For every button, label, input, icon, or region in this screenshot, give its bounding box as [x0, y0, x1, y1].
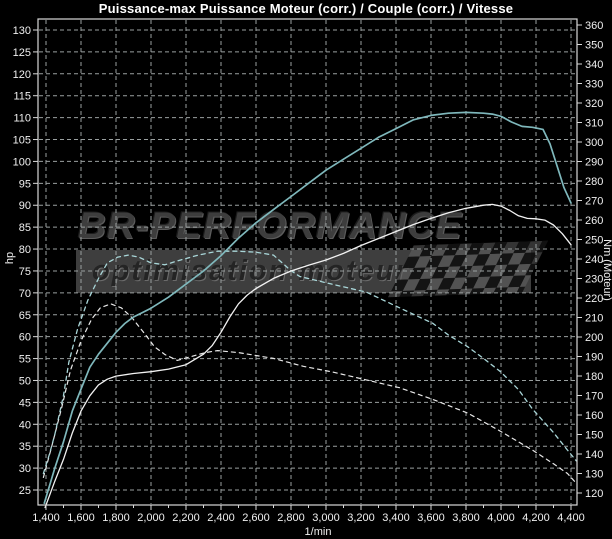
x-tick-label: 2,800 [277, 512, 305, 524]
right-tick-label: 160 [585, 410, 603, 422]
left-tick-label: 80 [19, 244, 31, 256]
left-tick-label: 105 [13, 135, 31, 147]
right-tick-label: 260 [585, 215, 603, 227]
x-tick-label: 4,400 [557, 512, 585, 524]
left-tick-label: 65 [19, 310, 31, 322]
left-tick-label: 50 [19, 375, 31, 387]
x-tick-label: 2,400 [207, 512, 235, 524]
x-tick-label: 1,800 [102, 512, 130, 524]
y-left-axis-label: hp [4, 252, 16, 264]
right-tick-label: 320 [585, 98, 603, 110]
right-tick-label: 130 [585, 469, 603, 481]
left-tick-label: 95 [19, 178, 31, 190]
left-tick-label: 125 [13, 47, 31, 59]
right-tick-label: 350 [585, 40, 603, 52]
right-tick-label: 360 [585, 20, 603, 32]
right-tick-label: 310 [585, 118, 603, 130]
right-tick-label: 240 [585, 254, 603, 266]
x-tick-label: 3,800 [452, 512, 480, 524]
right-tick-label: 230 [585, 274, 603, 286]
left-tick-label: 55 [19, 354, 31, 366]
left-tick-label: 90 [19, 200, 31, 212]
x-tick-label: 2,600 [242, 512, 270, 524]
left-tick-label: 25 [19, 485, 31, 497]
right-tick-label: 210 [585, 313, 603, 325]
x-axis-label: 1/min [305, 526, 332, 538]
curve-puissance-corr-origine [44, 203, 572, 509]
left-tick-label: 35 [19, 441, 31, 453]
x-tick-label: 4,200 [522, 512, 550, 524]
x-tick-label: 3,000 [312, 512, 340, 524]
left-tick-label: 75 [19, 266, 31, 278]
right-tick-label: 300 [585, 137, 603, 149]
x-tick-label: 1,600 [67, 512, 95, 524]
x-tick-label: 1,400 [32, 512, 60, 524]
right-tick-label: 140 [585, 449, 603, 461]
left-tick-label: 45 [19, 397, 31, 409]
right-tick-label: 340 [585, 59, 603, 71]
left-tick-label: 100 [13, 156, 31, 168]
curve-couple-optimise [42, 250, 577, 475]
right-tick-label: 290 [585, 157, 603, 169]
x-tick-label: 4,000 [487, 512, 515, 524]
left-tick-label: 60 [19, 332, 31, 344]
right-tick-label: 250 [585, 235, 603, 247]
curve-couple-origine [42, 303, 577, 484]
left-tick-label: 130 [13, 25, 31, 37]
right-tick-label: 330 [585, 79, 603, 91]
x-tick-label: 2,000 [137, 512, 165, 524]
right-tick-label: 120 [585, 488, 603, 500]
curve-puissance-corr-optimisee [43, 111, 572, 504]
left-tick-label: 115 [13, 91, 31, 103]
x-tick-label: 3,200 [347, 512, 375, 524]
left-tick-label: 120 [13, 69, 31, 81]
left-tick-label: 70 [19, 288, 31, 300]
right-tick-label: 200 [585, 332, 603, 344]
x-tick-label: 3,600 [417, 512, 445, 524]
plot-border [37, 18, 578, 506]
right-tick-label: 190 [585, 352, 603, 364]
left-tick-label: 40 [19, 419, 31, 431]
right-tick-label: 220 [585, 293, 603, 305]
y-right-axis-label: Nm (Moteur) [601, 239, 612, 301]
right-tick-label: 180 [585, 371, 603, 383]
right-tick-label: 150 [585, 430, 603, 442]
left-tick-label: 30 [19, 463, 31, 475]
x-tick-label: 2,200 [172, 512, 200, 524]
x-tick-label: 3,400 [382, 512, 410, 524]
left-tick-label: 85 [19, 222, 31, 234]
left-tick-label: 110 [13, 113, 31, 125]
right-tick-label: 280 [585, 176, 603, 188]
right-tick-label: 270 [585, 196, 603, 208]
chart-title: Puissance-max Puissance Moteur (corr.) /… [98, 1, 514, 16]
right-tick-label: 170 [585, 391, 603, 403]
